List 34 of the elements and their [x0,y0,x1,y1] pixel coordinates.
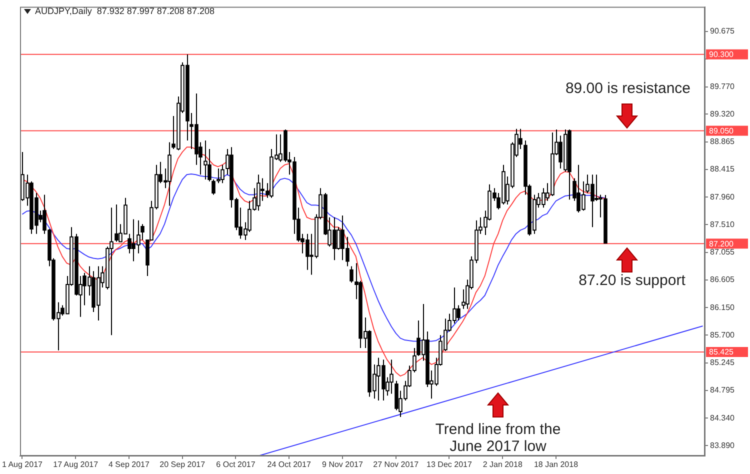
x-tick-label: 27 Nov 2017 [373,460,420,470]
annotation: Trend line from the June 2017 low [434,421,562,455]
y-tick-label: 86.150 [710,302,736,312]
annotation: 87.20 is support [578,272,686,289]
y-tick-label: 87.510 [710,220,736,229]
y-tick-label: 84.795 [710,386,736,395]
x-tick-label: 6 Oct 2017 [216,460,256,470]
y-tick-label: 85.700 [710,330,736,340]
x-tick-label: 13 Dec 2017 [426,460,472,470]
y-tick-label: 90.675 [710,26,736,36]
y-tick-label: 86.605 [710,275,736,284]
y-tick-label: 87.055 [710,248,736,257]
ref-line-label: 87.200 [709,239,734,248]
y-tick-label: 89.770 [710,82,736,91]
y-tick-label: 88.865 [710,137,736,146]
x-tick-label: 24 Oct 2017 [267,460,312,470]
x-tick-label: 1 Aug 2017 [2,460,44,470]
x-tick-label: 17 Aug 2017 [53,460,99,470]
x-tick-label: 20 Sep 2017 [160,460,206,470]
x-tick-label: 18 Jan 2018 [534,460,579,470]
y-tick-label: 83.890 [710,440,736,450]
x-tick-label: 2 Jan 2018 [482,460,523,470]
ref-line-label: 85.425 [709,348,734,357]
y-tick-label: 87.960 [710,192,736,202]
x-tick-label: 4 Sep 2017 [108,460,150,470]
x-tick-label: 9 Nov 2017 [322,460,364,470]
ref-line-label: 89.050 [709,126,734,136]
y-tick-label: 88.415 [710,164,736,174]
annotation: 89.00 is resistance [564,80,692,97]
chart-title: AUDJPY,Daily 87.932 87.997 87.208 87.208 [35,6,214,16]
y-tick-label: 85.245 [710,358,736,368]
y-tick-label: 89.320 [710,109,736,118]
y-tick-label: 84.340 [710,413,736,422]
ref-line-label: 90.300 [709,50,734,60]
